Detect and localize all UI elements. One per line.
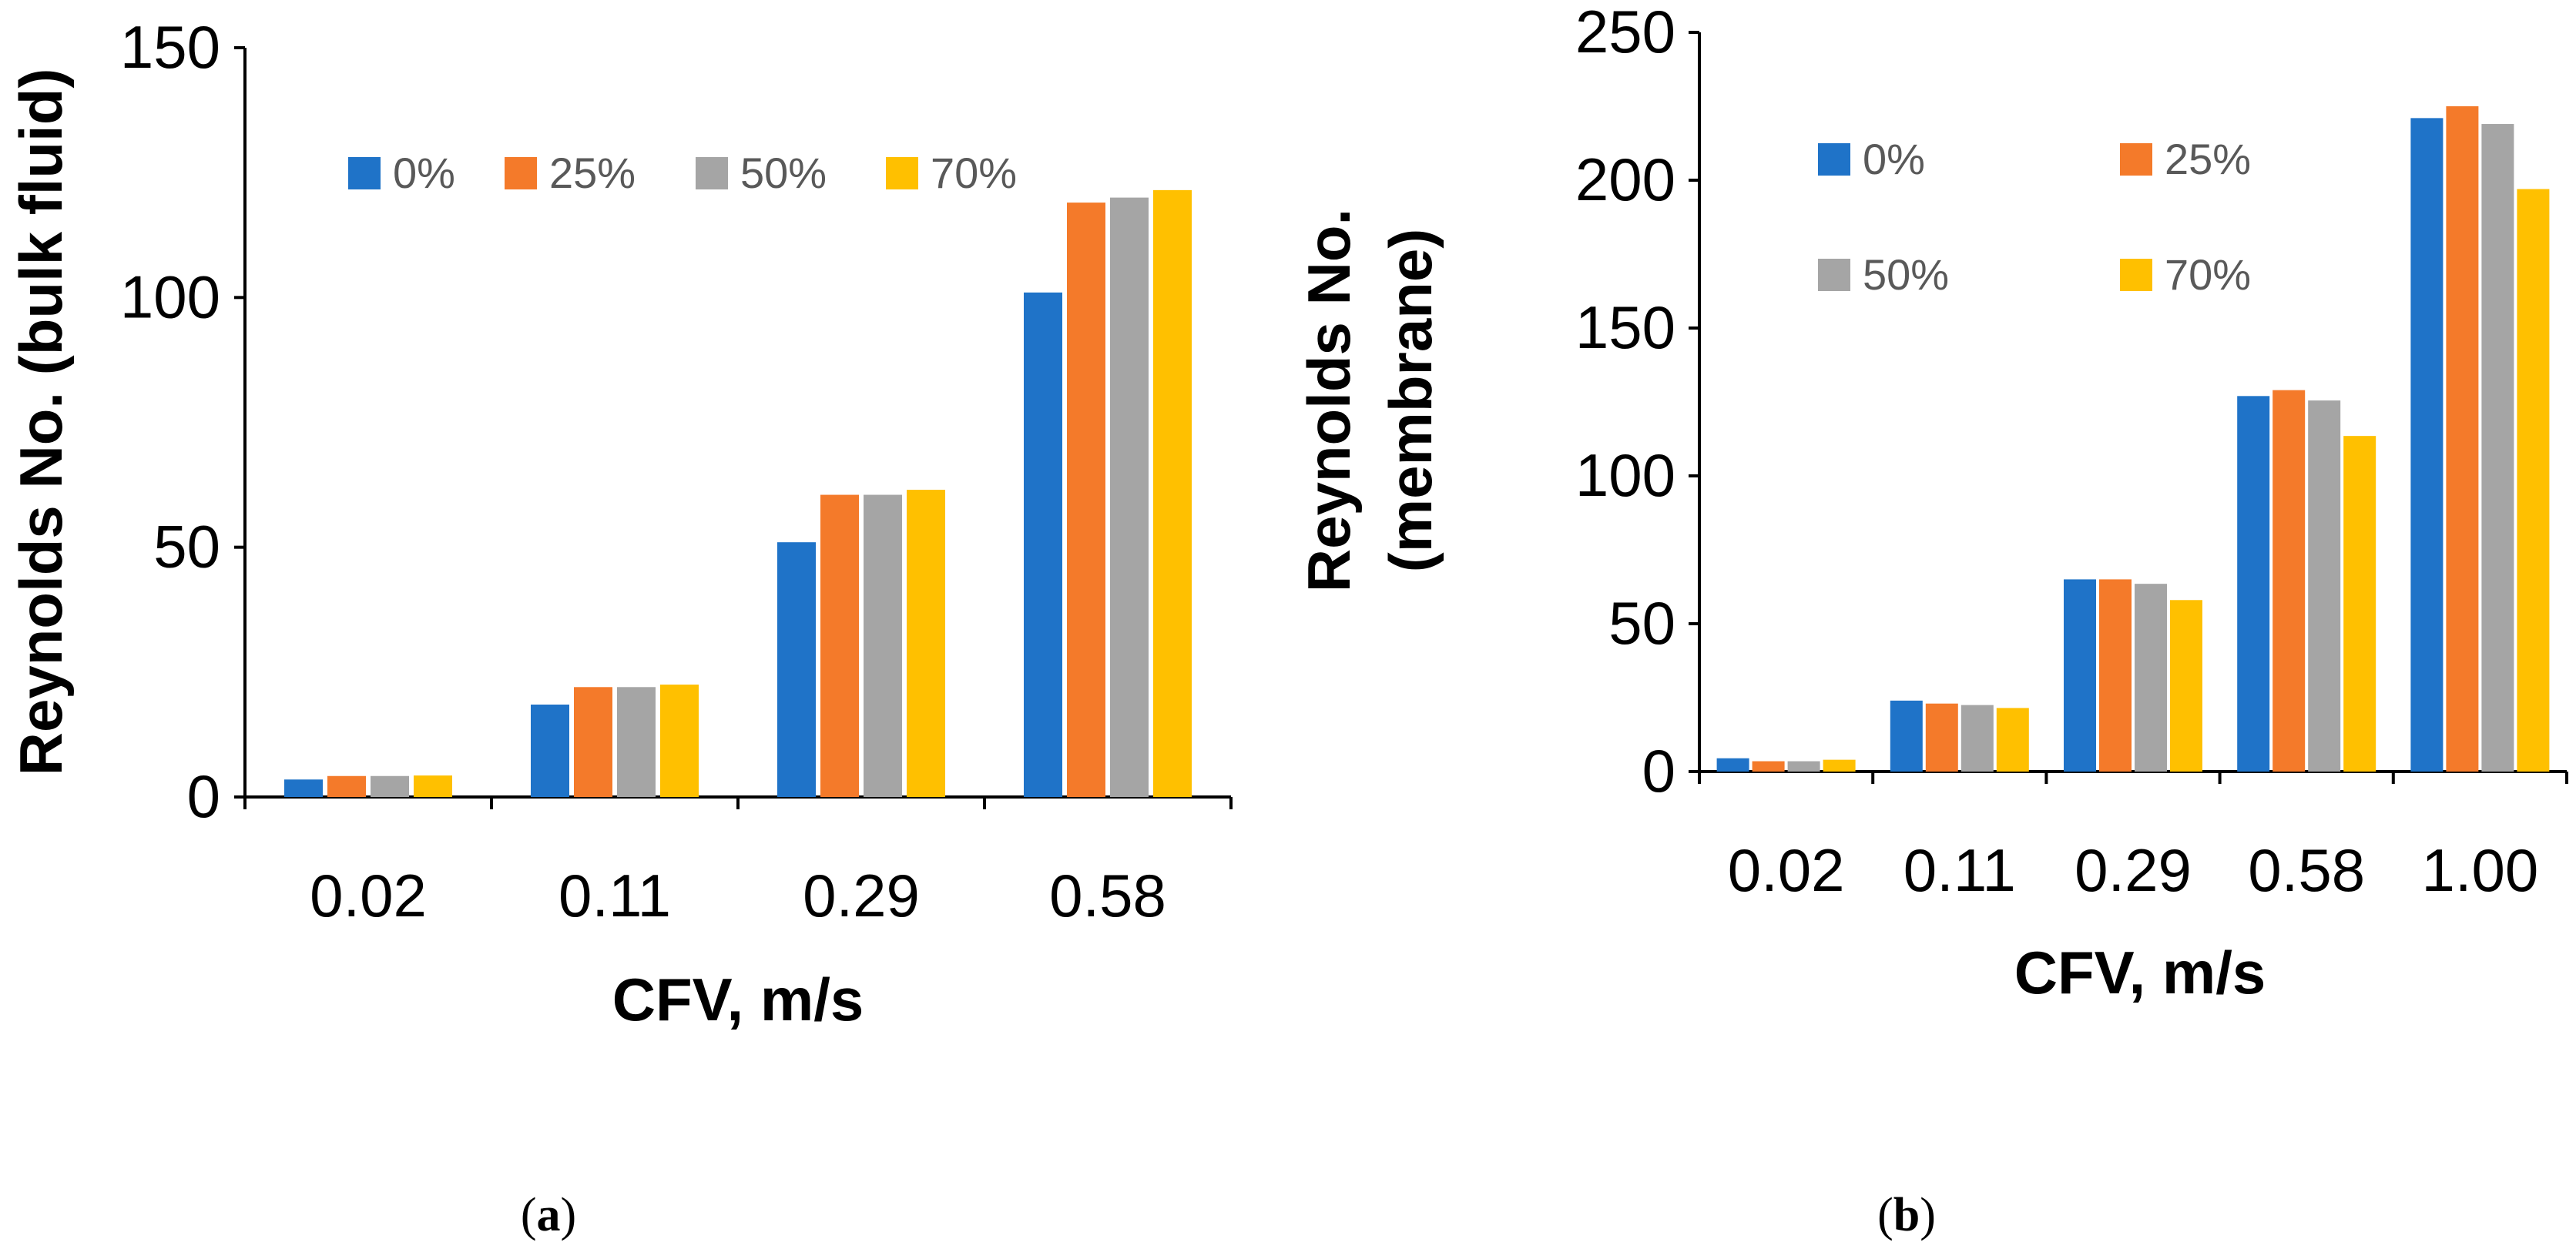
bar-50pct-0.58 <box>1110 197 1149 798</box>
legend-swatch-25pct <box>2120 143 2152 176</box>
bar-70pct-0.11 <box>660 685 699 797</box>
y-tick-label: 150 <box>1575 293 1675 361</box>
bar-25pct-0.02 <box>327 775 366 797</box>
bar-0pct-0.11 <box>1890 700 1923 772</box>
bar-25pct-0.29 <box>2099 579 2132 772</box>
legend-swatch-0pct <box>348 157 381 189</box>
legend-swatch-0pct <box>1818 143 1850 176</box>
caption-a: (a) <box>521 1189 576 1241</box>
legend-label: 70% <box>2165 250 2251 299</box>
y-axis-title: Reynolds No. <box>1295 209 1363 592</box>
chart-panel-a: 0 50 100 150 0.02 0.11 0.29 0.58 CFV, m/s Reynold… <box>7 13 1233 1033</box>
bar-25pct-1.00 <box>2446 106 2479 772</box>
bar-0pct-0.02 <box>1716 758 1749 772</box>
x-tick-label: 0.29 <box>803 862 920 929</box>
legend-swatch-70pct <box>886 157 918 189</box>
bar-25pct-0.58 <box>2272 390 2306 772</box>
bar-70pct-0.29 <box>907 490 945 797</box>
bar-0pct-0.29 <box>777 542 816 797</box>
x-tick-label: 0.11 <box>558 862 671 929</box>
bar-50pct-0.11 <box>1961 705 1994 772</box>
x-tick-label: 0.58 <box>1049 862 1166 929</box>
y-tick-label: 150 <box>120 13 220 81</box>
legend-swatch-50pct <box>1818 259 1850 291</box>
legend-swatch-25pct <box>505 157 537 189</box>
y-tick-label: 100 <box>120 263 220 330</box>
legend-label: 50% <box>1863 250 1949 299</box>
bar-50pct-0.11 <box>617 687 656 797</box>
bar-25pct-0.58 <box>1067 203 1105 797</box>
x-axis-title: CFV, m/s <box>2014 939 2266 1006</box>
bar-70pct-0.02 <box>1823 759 1856 772</box>
bar-70pct-0.11 <box>1996 708 2029 772</box>
bar-50pct-0.29 <box>2135 584 2167 772</box>
y-tick-label: 200 <box>1575 146 1675 213</box>
legend-label: 50% <box>740 149 827 197</box>
x-tick-label: 0.02 <box>1728 836 1845 904</box>
x-tick-label: 0.58 <box>2248 836 2365 904</box>
bar-0pct-0.29 <box>2064 579 2096 772</box>
bar-0pct-1.00 <box>2410 118 2444 772</box>
y-axis-title: Reynolds No. (bulk fluid) <box>7 69 75 776</box>
bar-70pct-0.29 <box>2170 600 2202 772</box>
legend-label: 0% <box>1863 135 1925 183</box>
x-axis-title: CFV, m/s <box>612 966 864 1033</box>
bar-50pct-0.02 <box>1787 761 1820 772</box>
x-tick-label: 1.00 <box>2421 836 2538 904</box>
legend-swatch-50pct <box>696 157 728 189</box>
legend-swatch-70pct <box>2120 259 2152 291</box>
chart-panel-b: 0 50 100 150 200 250 0.02 0.11 0.29 0.58 1.00 CFV, … <box>1295 0 2568 1006</box>
y-tick-label: 50 <box>153 513 220 581</box>
y-axis-title: (membrane) <box>1377 229 1444 572</box>
x-tick-label: 0.02 <box>310 862 427 929</box>
legend-label: 25% <box>549 149 636 197</box>
bar-0pct-0.11 <box>531 704 569 797</box>
bar-50pct-0.02 <box>371 775 409 797</box>
bar-70pct-1.00 <box>2517 189 2550 772</box>
bar-50pct-0.29 <box>864 494 902 797</box>
bar-25pct-0.29 <box>820 494 859 797</box>
bar-50pct-1.00 <box>2481 124 2514 772</box>
bar-25pct-0.02 <box>1752 761 1785 772</box>
y-tick-label: 0 <box>187 762 220 830</box>
bar-0pct-0.58 <box>2237 396 2270 772</box>
y-tick-label: 100 <box>1575 441 1675 509</box>
legend-label: 25% <box>2165 135 2251 183</box>
bar-0pct-0.58 <box>1024 292 1062 797</box>
bar-70pct-0.02 <box>414 775 452 797</box>
bar-25pct-0.11 <box>1925 703 1958 772</box>
y-tick-label: 250 <box>1575 0 1675 65</box>
bar-25pct-0.11 <box>574 687 612 797</box>
caption-b: (b) <box>1877 1189 1936 1241</box>
x-tick-label: 0.29 <box>2075 836 2192 904</box>
bar-50pct-0.58 <box>2308 400 2341 772</box>
bar-0pct-0.02 <box>284 779 323 797</box>
legend-label: 70% <box>931 149 1017 197</box>
y-tick-label: 0 <box>1642 737 1675 805</box>
bar-70pct-0.58 <box>2343 436 2376 772</box>
y-tick-label: 50 <box>1608 589 1675 657</box>
bar-70pct-0.58 <box>1153 189 1192 797</box>
x-tick-label: 0.11 <box>1903 836 2016 904</box>
legend-label: 0% <box>393 149 455 197</box>
